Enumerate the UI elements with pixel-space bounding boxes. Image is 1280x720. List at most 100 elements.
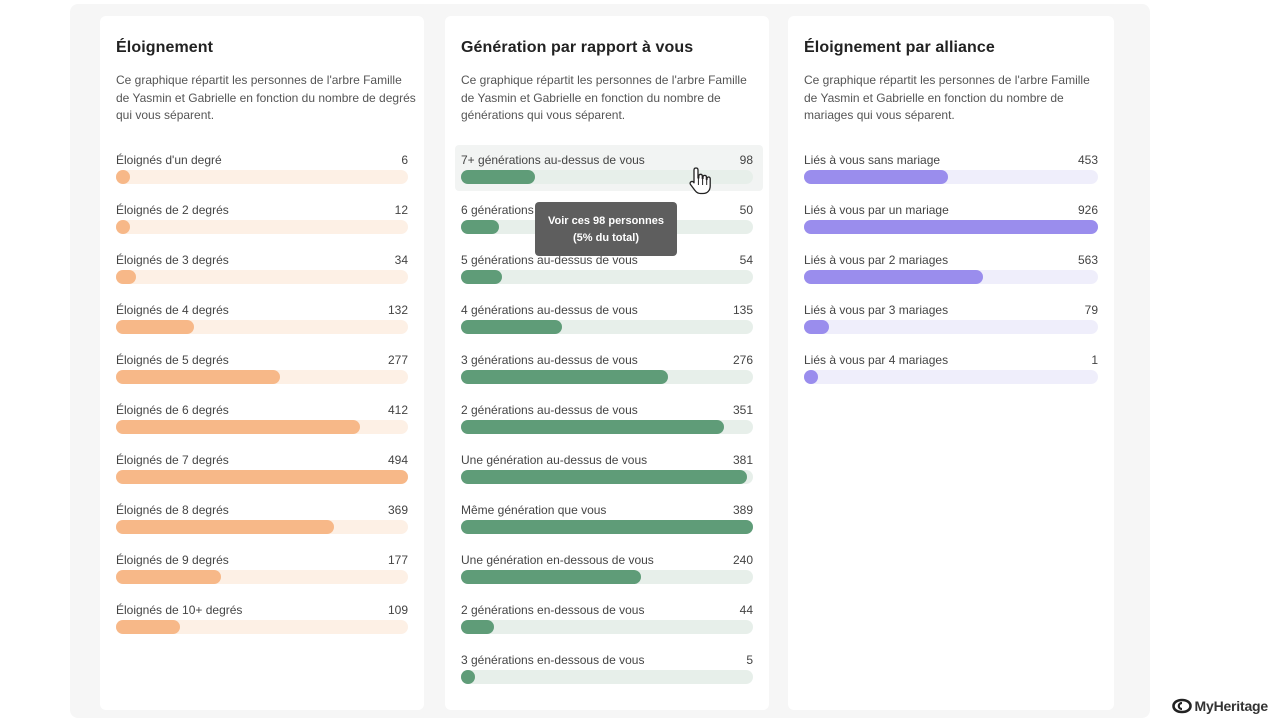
bar-track[interactable] [461, 419, 753, 434]
bar-row[interactable]: Liés à vous par un mariage 926 [804, 203, 1098, 253]
bar-row[interactable]: Une génération au-dessus de vous 381 [461, 453, 753, 503]
bar-row[interactable]: 7+ générations au-dessus de vous 98 [455, 144, 763, 203]
bar-row[interactable]: 3 générations en-dessous de vous 5 [461, 653, 753, 703]
bar-row[interactable]: Même génération que vous 389 [461, 503, 753, 553]
bar-fill[interactable] [116, 369, 280, 384]
bar-tooltip: Voir ces 98 personnes (5% du total) [535, 202, 677, 256]
bar-track[interactable] [116, 619, 408, 634]
bar-track[interactable] [116, 319, 408, 334]
bar-fill[interactable] [804, 319, 830, 334]
bar-row[interactable]: Éloignés de 10+ degrés 109 [116, 603, 408, 653]
bar-track[interactable] [116, 219, 408, 234]
card-distance: Éloignement Ce graphique répartit les pe… [100, 16, 424, 710]
bar-fill[interactable] [116, 469, 408, 484]
bar-track[interactable] [116, 419, 408, 434]
bar-track[interactable] [461, 569, 753, 584]
bar-count: 98 [739, 152, 753, 167]
bar-count: 494 [387, 452, 408, 467]
bar-track[interactable] [461, 169, 753, 184]
bar-track[interactable] [461, 369, 753, 384]
bar-label: Éloignés de 8 degrés [116, 502, 229, 517]
bar-fill[interactable] [116, 619, 181, 634]
bar-fill[interactable] [461, 469, 747, 484]
bar-track[interactable] [116, 569, 408, 584]
bar-row[interactable]: Liés à vous sans mariage 453 [804, 153, 1098, 203]
bar-count: 453 [1077, 152, 1098, 167]
bar-count: 369 [387, 502, 408, 517]
bar-label: Une génération au-dessus de vous [461, 452, 648, 467]
bar-list: Liés à vous sans mariage 453 Liés à vous p… [804, 153, 1098, 403]
bar-fill[interactable] [804, 219, 1098, 234]
bar-row[interactable]: Éloignés de 6 degrés 412 [116, 403, 408, 453]
bar-fill[interactable] [461, 369, 669, 384]
bar-fill[interactable] [804, 369, 818, 384]
tooltip-line-2: (5% du total) [573, 232, 639, 244]
bar-row[interactable]: Éloignés de 5 degrés 277 [116, 353, 408, 403]
bar-fill[interactable] [461, 519, 753, 534]
bar-row[interactable]: 2 générations au-dessus de vous 351 [461, 403, 753, 453]
bar-label: Éloignés de 5 degrés [116, 352, 229, 367]
bar-row[interactable]: Éloignés de 8 degrés 369 [116, 503, 408, 553]
bar-fill[interactable] [461, 219, 499, 234]
bar-row[interactable]: Éloignés de 3 degrés 34 [116, 253, 408, 303]
bar-fill[interactable] [116, 419, 360, 434]
bar-row[interactable]: Éloignés d'un degré 6 [116, 153, 408, 203]
bar-count: 240 [732, 552, 753, 567]
bar-fill[interactable] [116, 219, 130, 234]
bar-fill[interactable] [116, 519, 335, 534]
bar-label: Éloignés d'un degré [116, 152, 222, 167]
bar-fill[interactable] [804, 269, 983, 284]
bar-fill[interactable] [116, 319, 195, 334]
bar-label: Éloignés de 7 degrés [116, 452, 229, 467]
bar-row[interactable]: Liés à vous par 2 mariages 563 [804, 253, 1098, 303]
bar-track[interactable] [804, 369, 1098, 384]
bar-fill[interactable] [461, 319, 563, 334]
brand-name: MyHeritage [1194, 698, 1269, 714]
bar-fill[interactable] [116, 569, 221, 584]
bar-fill[interactable] [461, 569, 642, 584]
bar-label: Liés à vous par 4 mariages [804, 352, 949, 367]
bar-fill[interactable] [461, 669, 475, 684]
bar-track[interactable] [116, 269, 408, 284]
bar-fill[interactable] [804, 169, 948, 184]
bar-track[interactable] [461, 269, 753, 284]
bar-fill[interactable] [116, 169, 130, 184]
bar-track[interactable] [804, 169, 1098, 184]
bar-row[interactable]: 5 générations au-dessus de vous 54 [461, 253, 753, 303]
bar-track[interactable] [461, 619, 753, 634]
bar-track[interactable] [116, 369, 408, 384]
bar-fill[interactable] [461, 269, 502, 284]
bar-label: 3 générations au-dessus de vous [461, 352, 638, 367]
bar-label: Même génération que vous [461, 502, 607, 517]
bar-track[interactable] [116, 469, 408, 484]
bar-track[interactable] [461, 319, 753, 334]
bar-track[interactable] [804, 219, 1098, 234]
bar-track[interactable] [116, 169, 408, 184]
bar-row[interactable]: Liés à vous par 3 mariages 79 [804, 303, 1098, 353]
bar-row[interactable]: Éloignés de 7 degrés 494 [116, 453, 408, 503]
bar-list: Éloignés d'un degré 6 Éloignés de 2 degrés… [116, 153, 408, 653]
brand-logo: MyHeritage [1171, 698, 1269, 714]
bar-track[interactable] [116, 519, 408, 534]
bar-track[interactable] [804, 269, 1098, 284]
bar-row[interactable]: 3 générations au-dessus de vous 276 [461, 353, 753, 403]
bar-fill[interactable] [461, 419, 725, 434]
bar-track[interactable] [461, 669, 753, 684]
bar-row[interactable]: 2 générations en-dessous de vous 44 [461, 603, 753, 653]
bar-track[interactable] [461, 469, 753, 484]
card-description: Ce graphique répartit les personnes de l… [116, 73, 416, 122]
bar-fill[interactable] [116, 269, 137, 284]
bar-row[interactable]: Éloignés de 4 degrés 132 [116, 303, 408, 353]
bar-row[interactable]: Une génération en-dessous de vous 240 [461, 553, 753, 603]
bar-fill[interactable] [461, 619, 495, 634]
bar-row[interactable]: 4 générations au-dessus de vous 135 [461, 303, 753, 353]
bar-fill[interactable] [461, 169, 535, 184]
bar-label: 2 générations en-dessous de vous [461, 602, 645, 617]
bar-label: Liés à vous sans mariage [804, 152, 941, 167]
bar-track[interactable] [461, 519, 753, 534]
bar-row[interactable]: Liés à vous par 4 mariages 1 [804, 353, 1098, 403]
bar-track[interactable] [804, 319, 1098, 334]
bar-row[interactable]: Éloignés de 9 degrés 177 [116, 553, 408, 603]
bar-count: 50 [739, 202, 753, 217]
bar-row[interactable]: Éloignés de 2 degrés 12 [116, 203, 408, 253]
